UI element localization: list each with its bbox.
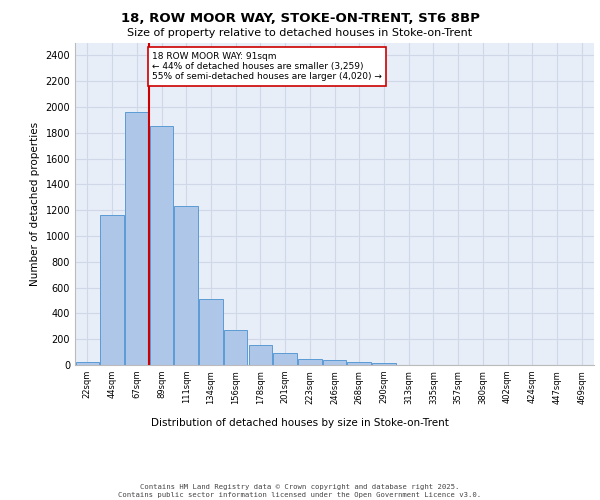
Bar: [150, 126, 173, 365]
Text: Size of property relative to detached houses in Stoke-on-Trent: Size of property relative to detached ho…: [127, 28, 473, 38]
Text: 18, ROW MOOR WAY, STOKE-ON-TRENT, ST6 8BP: 18, ROW MOOR WAY, STOKE-ON-TRENT, ST6 8B…: [121, 12, 479, 26]
Bar: [323, 360, 346, 365]
Text: 18 ROW MOOR WAY: 91sqm
← 44% of detached houses are smaller (3,259)
55% of semi-: 18 ROW MOOR WAY: 91sqm ← 44% of detached…: [152, 52, 382, 82]
Bar: [347, 362, 371, 365]
Y-axis label: Number of detached properties: Number of detached properties: [30, 122, 40, 286]
Text: Contains HM Land Registry data © Crown copyright and database right 2025.
Contai: Contains HM Land Registry data © Crown c…: [118, 484, 482, 498]
Bar: [100, 216, 124, 365]
Bar: [125, 112, 149, 365]
Bar: [372, 363, 395, 365]
Bar: [199, 299, 223, 365]
Bar: [175, 206, 198, 365]
Bar: [224, 330, 247, 365]
Bar: [76, 362, 99, 365]
Bar: [298, 358, 322, 365]
Bar: [274, 354, 297, 365]
Bar: [248, 345, 272, 365]
Text: Distribution of detached houses by size in Stoke-on-Trent: Distribution of detached houses by size …: [151, 418, 449, 428]
